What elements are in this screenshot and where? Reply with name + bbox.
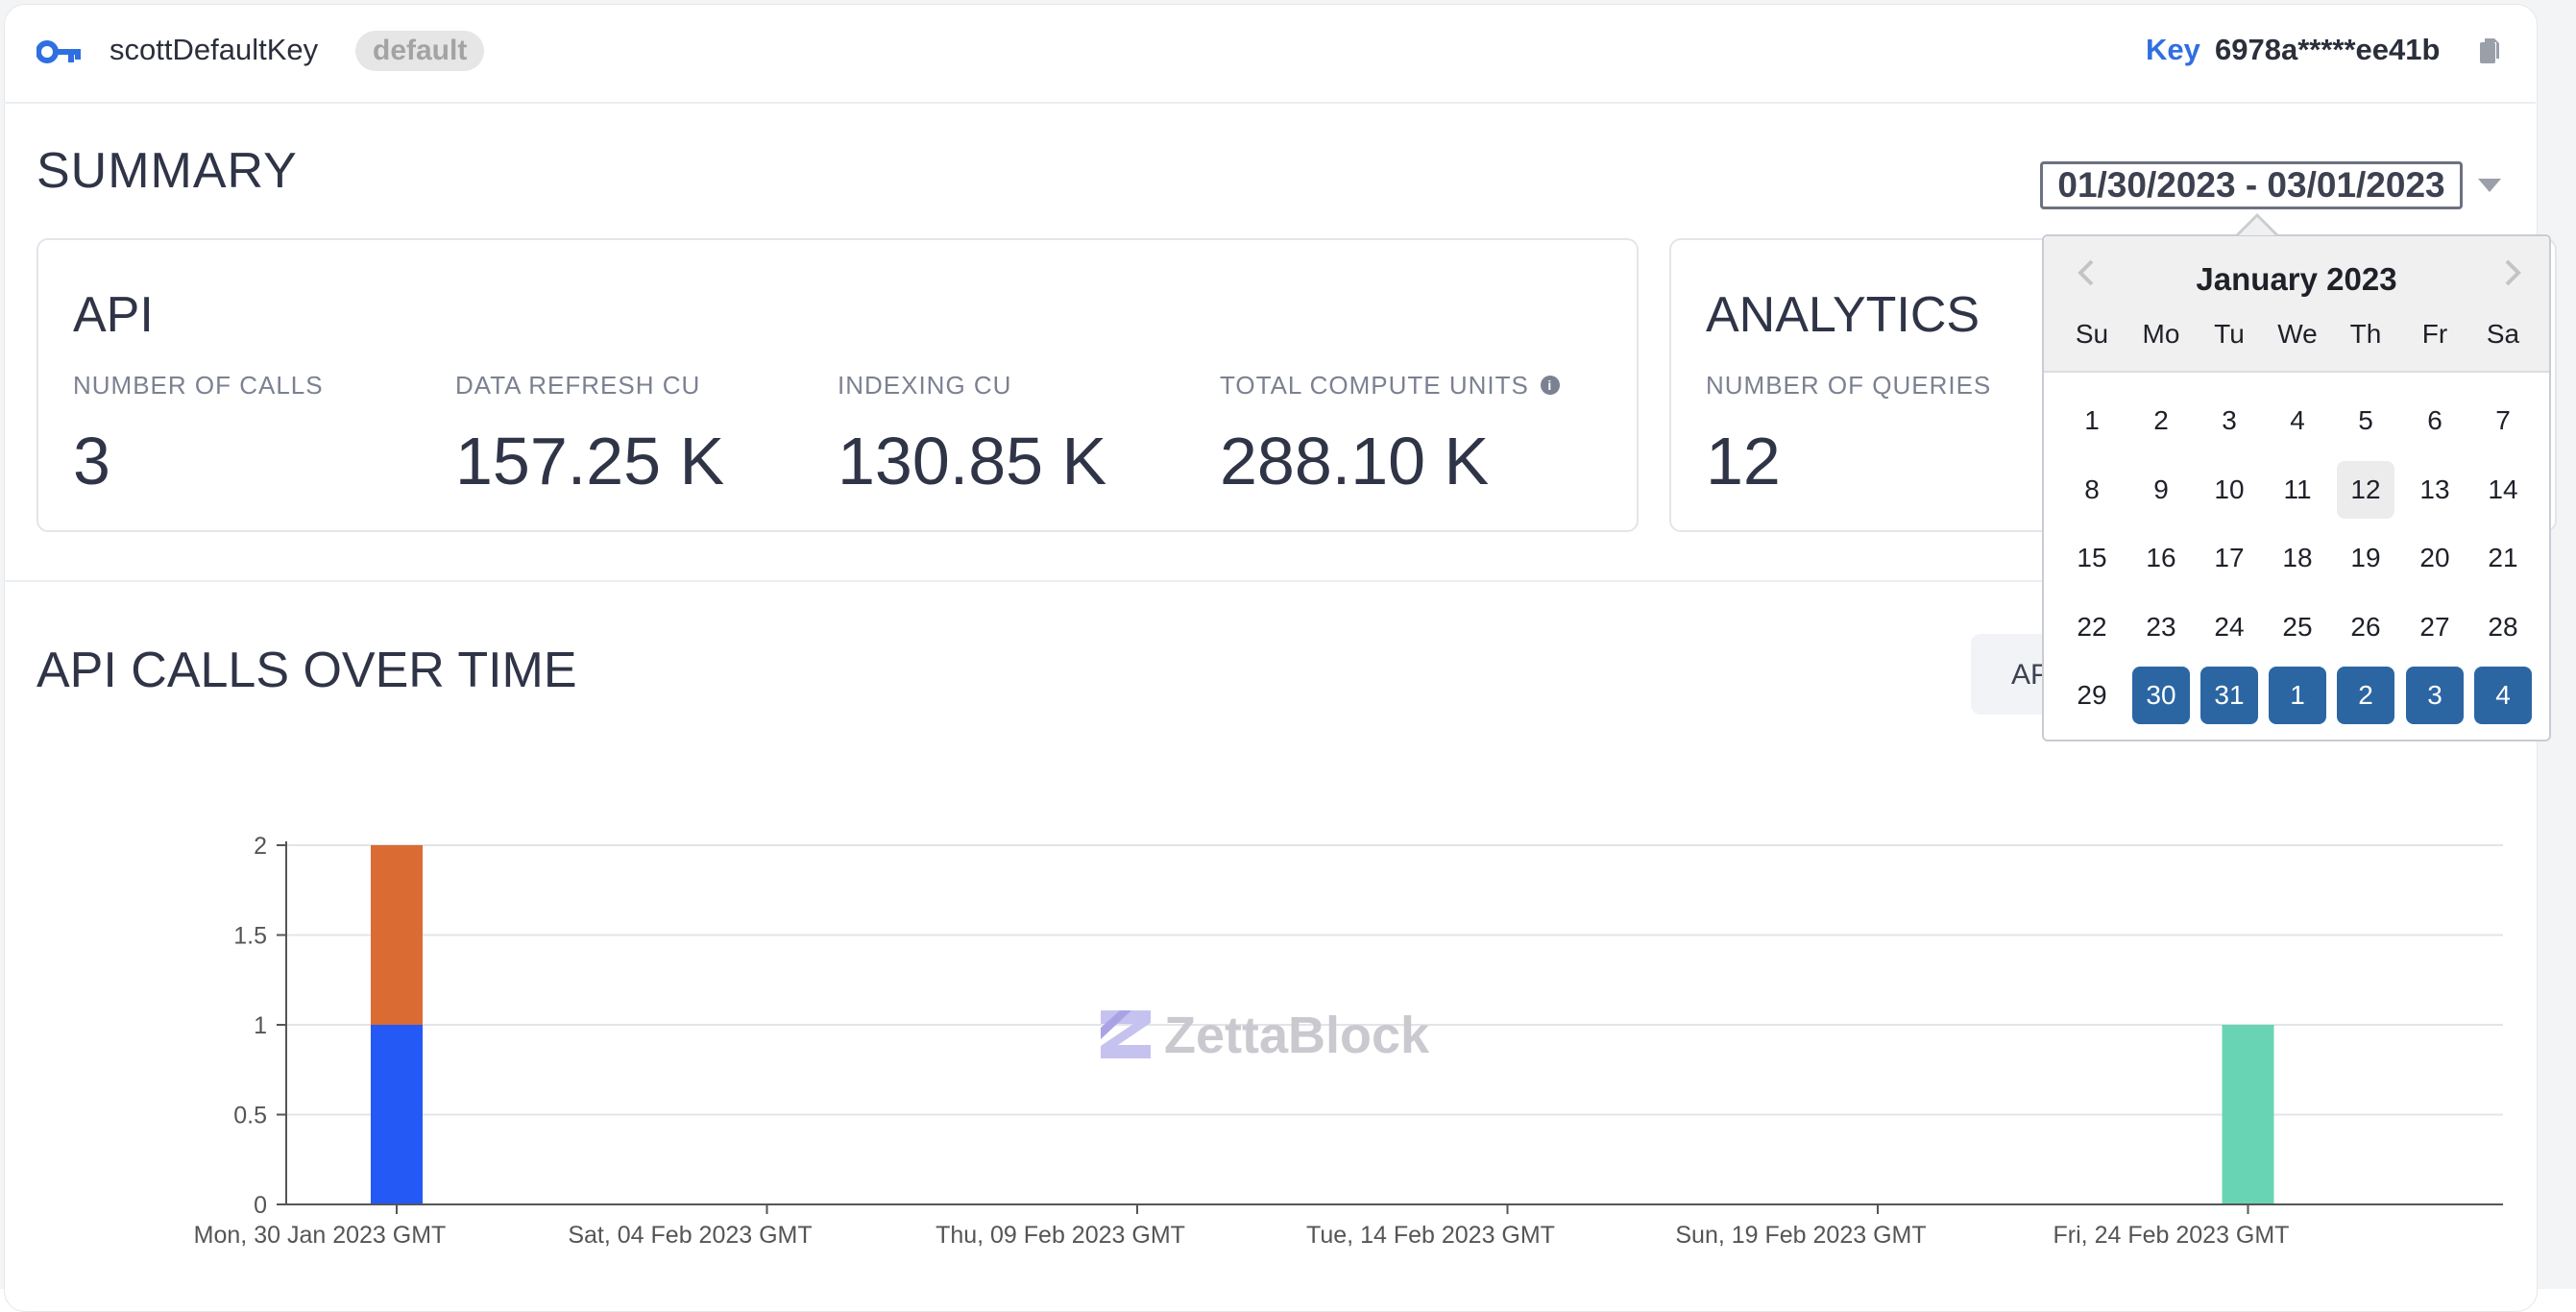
calendar-pointer-inner [2239, 217, 2275, 235]
chart-grid [286, 844, 2503, 1116]
calendar-day[interactable]: 10 [2214, 474, 2245, 504]
calendar-day[interactable]: 9 [2153, 474, 2169, 504]
x-tick-label: Tue, 14 Feb 2023 GMT [1306, 1222, 1555, 1249]
weekday-label: Mo [2142, 319, 2180, 349]
calendar-day[interactable]: 4 [2474, 667, 2532, 724]
key-label: Key [2146, 33, 2200, 66]
chevron-down-icon[interactable] [2478, 179, 2501, 192]
calendar-day[interactable]: 26 [2350, 611, 2381, 642]
chart-axes: 0 0.5 1 1.5 2 Mon, 30 Jan 2023 GMT Sat, 04 Feb… [194, 833, 2503, 1249]
x-tick-label: Thu, 09 Feb 2023 GMT [936, 1222, 1185, 1249]
metric-label: NUMBER OF QUERIES [1706, 371, 1992, 400]
chart-bars [371, 845, 2274, 1204]
weekday-label: Tu [2214, 319, 2245, 349]
metric-label-total: TOTAL COMPUTE UNITS i [1220, 371, 1560, 401]
chart-bar-segment [371, 1025, 423, 1204]
calendar-day[interactable]: 7 [2495, 405, 2511, 435]
y-tick-label: 0.5 [233, 1103, 267, 1130]
copy-icon[interactable] [2478, 36, 2501, 65]
calendar-day[interactable]: 29 [2077, 680, 2107, 710]
chart-bar-segment [2222, 1025, 2274, 1204]
key-value: 6978a*****ee41b [2215, 33, 2441, 66]
api-card-title: API [73, 287, 154, 343]
calendar-day[interactable]: 30 [2132, 667, 2190, 724]
calendar-day[interactable]: 19 [2350, 543, 2381, 572]
calendar-day[interactable]: 31 [2200, 667, 2258, 724]
x-tick-label: Sat, 04 Feb 2023 GMT [568, 1222, 812, 1249]
calendar-day[interactable]: 4 [2290, 405, 2305, 435]
calendar-day[interactable]: 20 [2419, 543, 2450, 572]
weekday-label: We [2277, 319, 2318, 349]
chart-title: API CALLS OVER TIME [36, 643, 577, 698]
calendar-header [2044, 236, 2549, 373]
calendar-day[interactable]: 12 [2337, 460, 2394, 519]
date-picker-calendar: January 2023 Su Mo Tu We Th Fr Sa 1 2 3 4 5 6 7 8 9 10 11… [2042, 234, 2551, 741]
metric-label: TOTAL COMPUTE UNITS [1220, 371, 1529, 400]
x-tick-label: Mon, 30 Jan 2023 GMT [194, 1222, 447, 1249]
calendar-day[interactable]: 23 [2146, 611, 2176, 642]
chart-bar-segment [371, 845, 423, 1025]
calendar-day[interactable]: 5 [2358, 405, 2373, 435]
calendar-day[interactable]: 15 [2077, 543, 2107, 572]
metric-label: INDEXING CU [838, 371, 1012, 400]
calendar-day[interactable]: 6 [2427, 405, 2442, 435]
key-name: scottDefaultKey [109, 33, 319, 66]
calendar-day[interactable]: 18 [2282, 543, 2313, 572]
summary-title: SUMMARY [36, 143, 298, 199]
zettablock-watermark: ZettaBlock [1101, 1007, 1430, 1064]
metric-value: 157.25 K [455, 424, 725, 498]
section-divider [4, 580, 2536, 582]
x-tick-label: Fri, 24 Feb 2023 GMT [2054, 1222, 2290, 1249]
metric-label: NUMBER OF CALLS [73, 371, 324, 400]
calendar-day[interactable]: 2 [2337, 667, 2394, 724]
calendar-day[interactable]: 1 [2269, 667, 2326, 724]
calendar-day[interactable]: 8 [2084, 474, 2100, 504]
calendar-day[interactable]: 13 [2419, 474, 2450, 504]
key-icon [36, 40, 81, 63]
weekday-label: Fr [2421, 319, 2448, 349]
calendar-day[interactable]: 28 [2488, 611, 2518, 642]
metric-value: 3 [73, 424, 110, 498]
calendar-day[interactable]: 24 [2214, 611, 2245, 642]
info-icon[interactable]: i [1540, 376, 1560, 395]
key-header [4, 4, 2536, 104]
metric-value: 130.85 K [838, 424, 1107, 498]
metric-value: 12 [1706, 424, 1781, 498]
calendar-day[interactable]: 27 [2419, 611, 2450, 642]
y-tick-label: 1 [254, 1012, 267, 1039]
date-range-input[interactable]: 01/30/2023 - 03/01/2023 [2040, 161, 2463, 209]
zettablock-logo-icon [1101, 1010, 1151, 1058]
weekday-label: Th [2349, 319, 2382, 349]
y-tick-label: 2 [254, 833, 267, 860]
weekday-label: Su [2075, 319, 2109, 349]
y-tick-label: 0 [254, 1192, 267, 1219]
chevron-left-icon[interactable] [2075, 257, 2098, 288]
y-tick-label: 1.5 [233, 923, 267, 950]
calendar-day[interactable]: 25 [2282, 611, 2313, 642]
calendar-day[interactable]: 3 [2222, 405, 2237, 435]
analytics-card-title: ANALYTICS [1706, 287, 1981, 343]
calendar-month: January 2023 [2196, 261, 2397, 297]
calendar-day[interactable]: 11 [2283, 474, 2312, 504]
calendar-day[interactable]: 21 [2488, 543, 2518, 572]
x-tick-label: Sun, 19 Feb 2023 GMT [1675, 1222, 1926, 1249]
calendar-day[interactable]: 17 [2214, 543, 2245, 572]
calendar-day[interactable]: 14 [2488, 474, 2518, 504]
metric-label: DATA REFRESH CU [455, 371, 701, 400]
api-card: API NUMBER OF CALLS 3 DATA REFRESH CU 15… [36, 238, 1639, 532]
calendar-day[interactable]: 2 [2153, 405, 2169, 435]
calendar-day[interactable]: 3 [2406, 667, 2464, 724]
chevron-right-icon[interactable] [2501, 257, 2524, 288]
weekday-label: Sa [2486, 319, 2520, 349]
watermark-text: ZettaBlock [1164, 1007, 1430, 1064]
calendar-day[interactable]: 16 [2146, 543, 2176, 572]
metric-value: 288.10 K [1220, 424, 1490, 498]
calendar-day[interactable]: 22 [2077, 611, 2107, 642]
calendar-day[interactable]: 1 [2084, 405, 2100, 435]
default-badge: default [355, 31, 485, 71]
